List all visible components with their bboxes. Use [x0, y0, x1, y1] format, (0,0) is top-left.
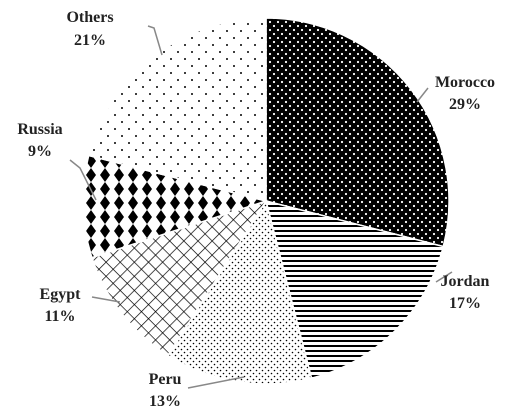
- slice-label: Jordan: [441, 273, 490, 290]
- pie: [82, 17, 450, 385]
- leader-line: [416, 87, 429, 103]
- slice-value: 29%: [449, 96, 481, 113]
- leader-lines: [69, 25, 453, 389]
- slice-label: Peru: [149, 371, 182, 388]
- leader-line: [435, 271, 453, 283]
- leader-line: [187, 376, 245, 389]
- slice-label: Egypt: [40, 286, 82, 303]
- pie-slice: [264, 199, 445, 380]
- leader-line: [69, 159, 97, 201]
- pie-slice: [82, 154, 269, 259]
- leader-line: [147, 25, 163, 56]
- slice-value: 17%: [449, 295, 481, 312]
- slice-value: 9%: [28, 143, 52, 160]
- pie-slice: [87, 17, 267, 202]
- pie-slice: [91, 199, 268, 357]
- slice-label: Morocco: [435, 74, 495, 91]
- slice-label: Russia: [17, 121, 62, 138]
- pie-slice: [265, 17, 450, 248]
- slice-label: Others: [66, 9, 113, 26]
- pie-slice: [166, 199, 313, 385]
- leader-line: [91, 296, 121, 303]
- slice-value: 13%: [149, 393, 181, 410]
- slice-value: 21%: [74, 32, 106, 49]
- slice-value: 11%: [44, 308, 75, 325]
